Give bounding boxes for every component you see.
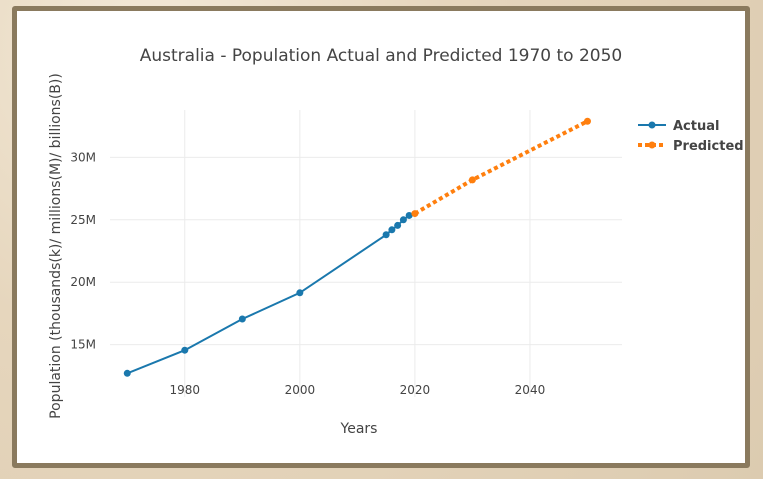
data-point[interactable] [123,369,131,377]
x-axis-title: Years [340,421,378,437]
y-tick-label: 15M [70,338,96,352]
data-point[interactable] [388,226,396,234]
x-tick-label: 2040 [515,383,546,397]
chart-frame [12,6,750,468]
legend-marker [648,121,656,129]
series-line [413,119,589,216]
series-line [126,214,410,375]
x-axis-ticks: 1980 2000 2020 2040 [170,383,546,397]
data-point[interactable] [394,221,402,229]
legend-item-predicted[interactable]: Predicted [638,139,744,154]
legend-marker [648,141,656,149]
data-point[interactable] [382,231,390,239]
y-axis-title: Population (thousands(k)/ millions(M)/ b… [48,73,64,419]
series-predicted [411,117,591,218]
data-point[interactable] [468,176,476,184]
x-tick-label: 2000 [285,383,316,397]
data-point[interactable] [238,315,246,323]
series-actual [123,211,413,377]
data-point[interactable] [411,210,419,218]
x-tick-label: 2020 [400,383,431,397]
y-axis-ticks: 15M 20M 25M 30M [70,150,96,351]
y-tick-label: 30M [70,150,96,164]
data-point[interactable] [399,216,407,224]
legend-label: Actual [673,119,719,134]
data-point[interactable] [405,211,413,219]
x-tick-label: 1980 [170,383,201,397]
data-point[interactable] [296,289,304,297]
chart-title: Australia - Population Actual and Predic… [140,46,623,66]
series-layer [123,117,591,377]
legend-label: Predicted [673,139,744,154]
legend: Actual Predicted [638,119,744,154]
y-tick-label: 20M [70,275,96,289]
data-point[interactable] [181,346,189,354]
grid [110,110,622,397]
legend-item-actual[interactable]: Actual [638,119,719,134]
y-tick-label: 25M [70,213,96,227]
data-point[interactable] [583,117,591,125]
